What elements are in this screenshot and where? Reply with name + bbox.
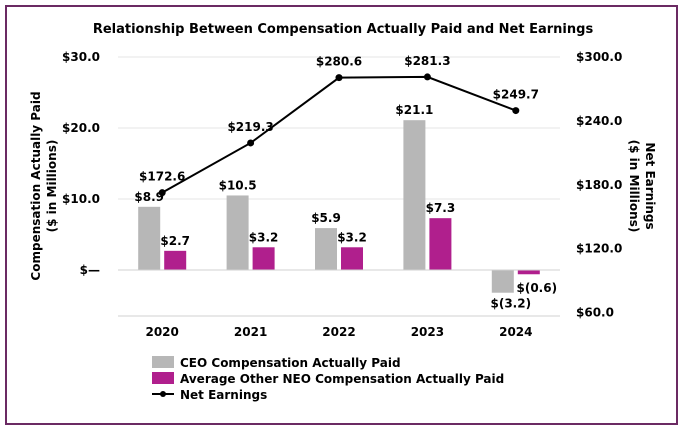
y2-tick-label: $120.0	[576, 242, 622, 256]
y2-axis-label: Net Earnings($ in Millions)	[627, 140, 657, 233]
bar-label: $(0.6)	[517, 281, 558, 295]
bar	[491, 270, 514, 293]
bar	[429, 218, 452, 270]
legend-entry: Average Other NEO Compensation Actually …	[180, 372, 504, 386]
y-axis-label-group: Compensation Actually Paid ($ in Millions…	[29, 91, 59, 280]
y2-axis-label-line: ($ in Millions)	[627, 140, 641, 233]
y-axis-ticks: $30.0 $20.0 $10.0 $—	[62, 50, 100, 277]
x-axis-ticks: 2020 2021 2022 2023 2024	[145, 325, 532, 339]
chart-title: Relationship Between Compensation Actual…	[93, 22, 594, 37]
bar-label: $3.2	[337, 230, 367, 244]
line-label: $249.7	[493, 88, 539, 102]
x-tick-label: 2020	[145, 325, 178, 339]
bar	[164, 250, 187, 270]
line-label: $219.3	[227, 120, 273, 134]
y2-tick-label: $300.0	[576, 50, 622, 64]
bar	[138, 206, 161, 270]
bar-label: $2.7	[160, 234, 190, 248]
y-tick-label: $20.0	[62, 121, 100, 135]
line-point	[158, 189, 166, 197]
y-axis-label-line: ($ in Millions)	[45, 140, 59, 233]
y-axis-label-line: Compensation Actually Paid	[29, 91, 43, 280]
legend-entry: Net Earnings	[180, 388, 267, 402]
bar-label: $(3.2)	[491, 297, 532, 311]
x-tick-label: 2023	[411, 325, 444, 339]
y2-axis-ticks: $300.0 $240.0 $180.0 $120.0 $60.0	[576, 50, 622, 320]
bar-label: $7.3	[426, 201, 456, 215]
legend-line-marker	[160, 391, 166, 397]
y2-tick-label: $240.0	[576, 114, 622, 128]
x-tick-label: 2021	[234, 325, 267, 339]
bar-label: $3.2	[249, 230, 279, 244]
y-tick-label: $30.0	[62, 50, 100, 64]
bar-series	[138, 120, 540, 293]
legend: CEO Compensation Actually Paid Average Ot…	[152, 356, 504, 402]
chart-frame	[5, 5, 678, 425]
data-labels: $8.9 $10.5 $5.9 $21.1 $(3.2) $2.7 $3.2 $3.2 $7.3…	[134, 54, 557, 311]
legend-swatch	[152, 356, 174, 368]
gridlines	[118, 56, 560, 317]
bar-label: $5.9	[311, 211, 341, 225]
bar-label: $8.9	[134, 190, 164, 204]
line-point	[247, 139, 255, 147]
legend-swatch	[152, 372, 174, 384]
x-tick-label: 2022	[322, 325, 355, 339]
line-point	[335, 74, 343, 82]
y-tick-label: $10.0	[62, 192, 100, 206]
y2-axis-label-line: Net Earnings	[643, 142, 657, 229]
line-label: $280.6	[316, 55, 362, 69]
bar	[341, 247, 363, 270]
y2-axis-label-group: Net Earnings($ in Millions)	[627, 140, 657, 233]
line-series	[158, 73, 520, 197]
bar	[403, 120, 426, 270]
y-axis-label: Compensation Actually Paid ($ in Millions…	[29, 91, 59, 280]
y2-tick-label: $60.0	[576, 306, 614, 320]
bar-label: $21.1	[395, 103, 433, 117]
bar-label: $10.5	[219, 178, 257, 192]
line-point	[423, 73, 431, 81]
x-tick-label: 2024	[499, 325, 532, 339]
line-label: $281.3	[404, 54, 450, 68]
y2-tick-label: $180.0	[576, 178, 622, 192]
line-point	[512, 107, 520, 115]
y-tick-label: $—	[80, 263, 100, 277]
bar	[517, 270, 540, 275]
bar	[252, 247, 275, 270]
bar	[226, 195, 249, 270]
net-earnings-line	[161, 75, 517, 194]
legend-entry: CEO Compensation Actually Paid	[180, 356, 401, 370]
bar	[315, 228, 337, 270]
line-label: $172.6	[139, 170, 185, 184]
